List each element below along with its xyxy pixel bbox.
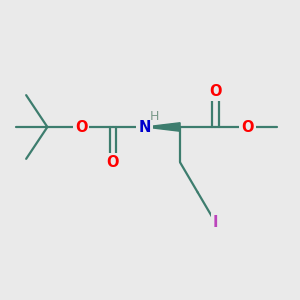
Text: O: O xyxy=(209,84,222,99)
Text: O: O xyxy=(75,119,87,134)
Text: O: O xyxy=(241,119,254,134)
Text: H: H xyxy=(150,110,159,123)
Text: O: O xyxy=(106,155,119,170)
Text: N: N xyxy=(139,119,151,134)
Text: I: I xyxy=(213,215,218,230)
Polygon shape xyxy=(145,123,180,131)
